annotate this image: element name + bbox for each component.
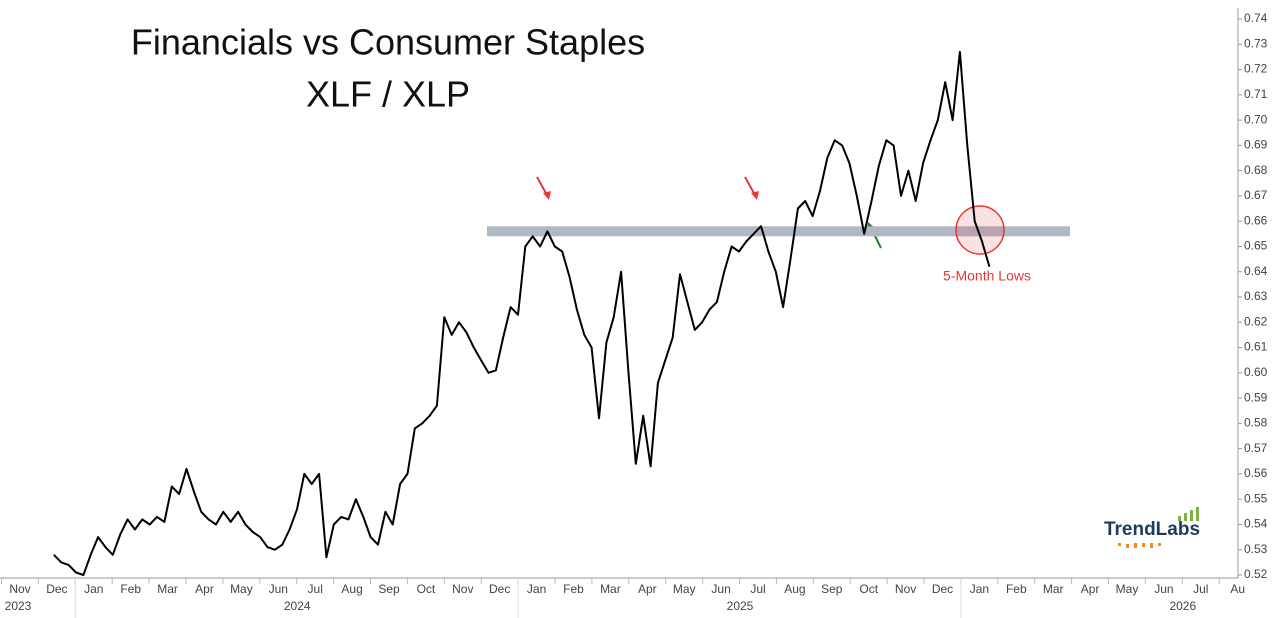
- x-tick-label: May: [230, 582, 253, 596]
- year-label: 2023: [5, 599, 32, 613]
- y-tick-label: 0.68: [1244, 163, 1268, 177]
- y-tick-label: 0.59: [1244, 390, 1268, 404]
- x-tick-label: May: [1116, 582, 1139, 596]
- y-tick-label: 0.61: [1244, 340, 1268, 354]
- y-tick-label: 0.69: [1244, 138, 1268, 152]
- x-tick-label: Nov: [895, 582, 916, 596]
- chart-subtitle: XLF / XLP: [306, 74, 470, 115]
- x-tick-label: Mar: [157, 582, 178, 596]
- y-tick-label: 0.73: [1244, 36, 1268, 50]
- x-tick-label: Mar: [1043, 582, 1064, 596]
- x-tick-label: Jan: [84, 582, 103, 596]
- y-tick-label: 0.56: [1244, 466, 1268, 480]
- x-tick-label: Aug: [784, 582, 805, 596]
- arrows: [536, 176, 882, 249]
- year-label: 2024: [284, 599, 311, 613]
- x-tick-label: Nov: [9, 582, 30, 596]
- x-tick-label: Jan: [527, 582, 546, 596]
- x-tick-label: Apr: [195, 582, 214, 596]
- x-tick-label: Jun: [711, 582, 730, 596]
- data-line: [53, 50, 991, 576]
- y-tick-label: 0.74: [1244, 11, 1268, 25]
- y-tick-label: 0.70: [1244, 112, 1268, 126]
- y-tick-label: 0.60: [1244, 365, 1268, 379]
- y-tick-label: 0.58: [1244, 416, 1268, 430]
- year-label: 2025: [727, 599, 754, 613]
- y-tick-label: 0.64: [1244, 264, 1268, 278]
- y-tick-label: 0.52: [1244, 567, 1268, 581]
- x-tick-label: Feb: [120, 582, 141, 596]
- x-tick-label: Dec: [489, 582, 510, 596]
- logo-dots: [1118, 543, 1161, 548]
- x-tick-label: Oct: [417, 582, 436, 596]
- x-tick-label: Mar: [600, 582, 621, 596]
- y-tick-label: 0.62: [1244, 314, 1268, 328]
- x-tick-label: Jul: [1193, 582, 1208, 596]
- x-tick-label: May: [673, 582, 696, 596]
- year-label: 2026: [1169, 599, 1196, 613]
- y-tick-label: 0.66: [1244, 213, 1268, 227]
- x-tick-label: Apr: [1081, 582, 1100, 596]
- x-tick-label: Jun: [1154, 582, 1173, 596]
- x-tick-label: Dec: [932, 582, 953, 596]
- x-tick-label: Feb: [563, 582, 584, 596]
- x-tick-label: Au: [1230, 582, 1245, 596]
- logo-bars: [1178, 507, 1199, 521]
- y-tick-label: 0.72: [1244, 62, 1268, 76]
- y-tick-label: 0.54: [1244, 517, 1268, 531]
- x-tick-label: Nov: [452, 582, 473, 596]
- x-tick-label: Aug: [341, 582, 362, 596]
- y-tick-label: 0.53: [1244, 542, 1268, 556]
- x-tick-label: Dec: [46, 582, 67, 596]
- resistance-band: [487, 226, 1070, 237]
- y-tick-label: 0.55: [1244, 491, 1268, 505]
- x-tick-label: Apr: [638, 582, 657, 596]
- x-tick-label: Sep: [378, 582, 400, 596]
- y-tick-label: 0.71: [1244, 87, 1268, 101]
- x-tick-label: Jul: [308, 582, 323, 596]
- chart-title: Financials vs Consumer Staples: [131, 22, 645, 63]
- x-tick-label: Sep: [821, 582, 843, 596]
- highlight-circle: [955, 205, 1005, 255]
- x-tick-label: Oct: [859, 582, 878, 596]
- y-tick-label: 0.63: [1244, 289, 1268, 303]
- x-tick-label: Feb: [1006, 582, 1027, 596]
- x-tick-label: Jul: [750, 582, 765, 596]
- logo: TrendLabs: [1104, 519, 1200, 540]
- x-tick-label: Jun: [269, 582, 288, 596]
- y-tick-label: 0.57: [1244, 441, 1268, 455]
- annotation: 5-Month Lows: [943, 268, 1031, 284]
- x-tick-label: Jan: [970, 582, 989, 596]
- y-tick-label: 0.67: [1244, 188, 1268, 202]
- y-tick-label: 0.65: [1244, 239, 1268, 253]
